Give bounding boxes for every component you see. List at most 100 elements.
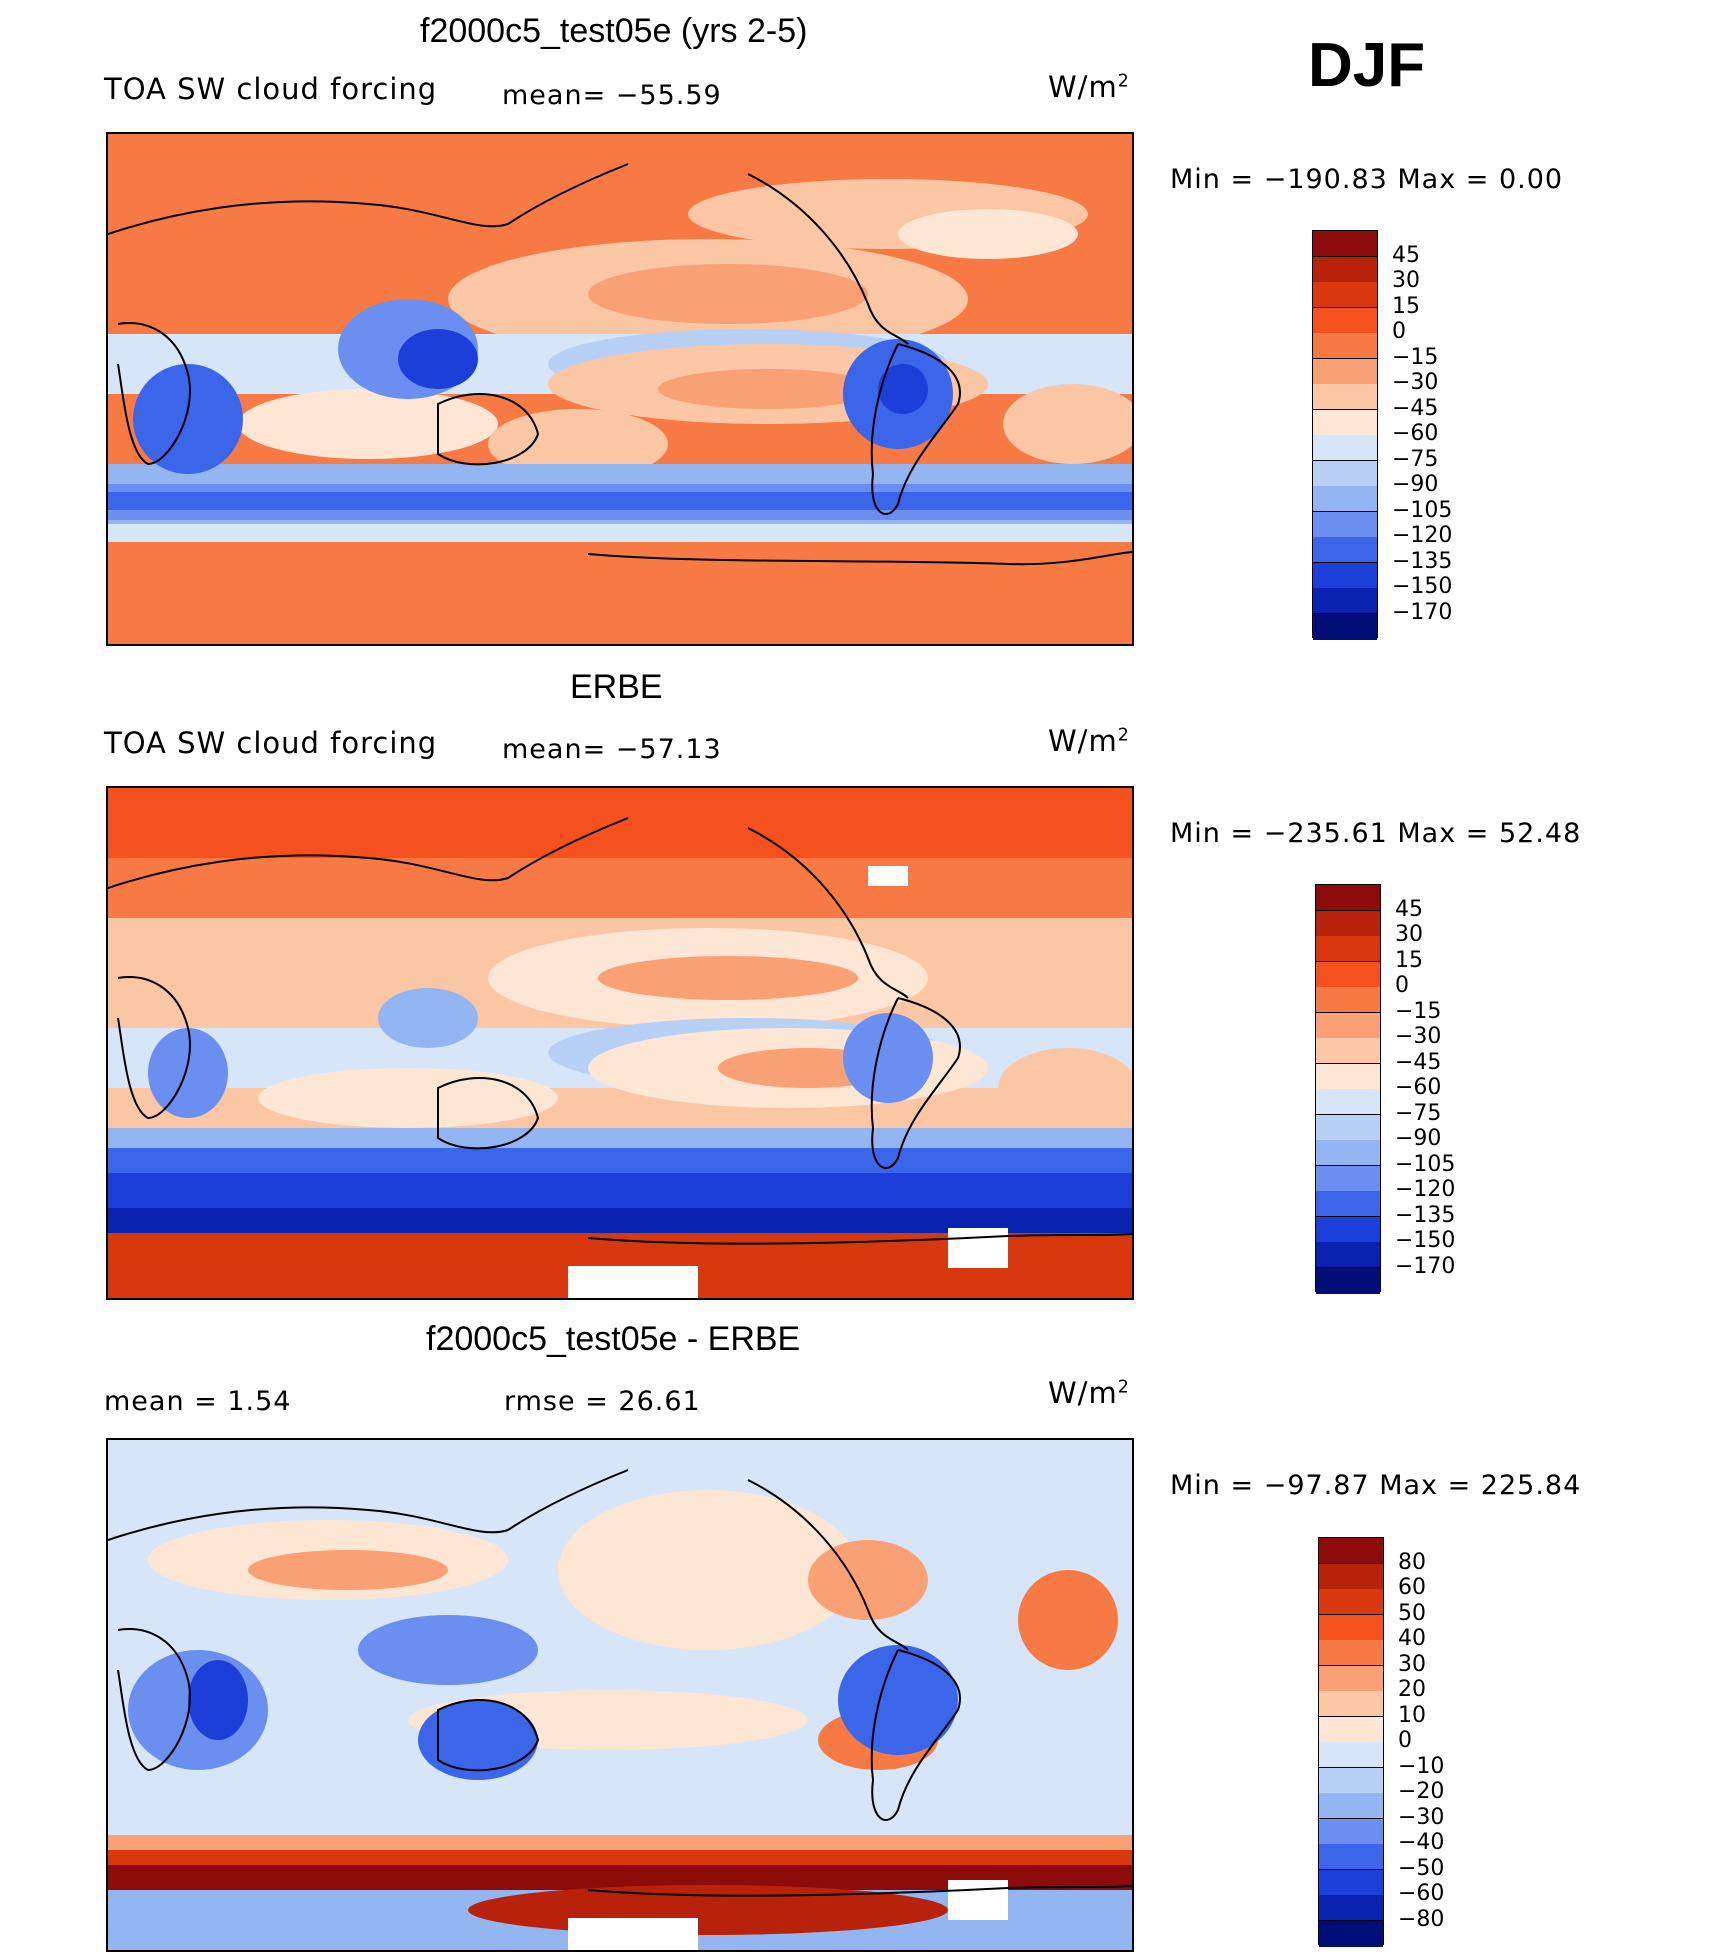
colorbar-segment [1316, 1191, 1380, 1217]
colorbar-segment [1313, 460, 1377, 487]
colorbar-tick-label: −10 [1398, 1753, 1445, 1779]
colorbar-tick-label: −105 [1392, 497, 1453, 523]
colorbar-tick-label: −120 [1392, 523, 1453, 548]
colorbar-segment [1313, 384, 1377, 410]
colorbar-tick-label: 40 [1398, 1626, 1426, 1651]
colorbar-tick-label: −135 [1392, 548, 1453, 574]
colorbar-segment [1319, 1767, 1383, 1794]
colorbar-segment [1316, 1038, 1380, 1064]
colorbar-segment [1313, 409, 1377, 436]
panel-1-colorbar: 45 30 15 0 −15 −30 −45 −60 −75 −90 −105 −120 −135 −15… [1312, 230, 1452, 640]
colorbar-segment [1316, 1114, 1380, 1141]
colorbar-tick-label: 50 [1398, 1600, 1426, 1626]
colorbar-tick-label: −150 [1395, 1228, 1456, 1253]
colorbar-segment [1319, 1538, 1383, 1564]
colorbar-segment [1313, 231, 1377, 257]
colorbar-segment [1319, 1895, 1383, 1921]
colorbar-tick-label: −170 [1392, 599, 1453, 625]
colorbar-tick-label: −90 [1392, 472, 1439, 497]
colorbar-tick-label: −15 [1395, 998, 1442, 1024]
panel-3-colorbar: 80 60 50 40 30 20 10 0 −10 −20 −30 −40 −50 −60 −80 [1318, 1537, 1444, 1947]
panel-2-mean-label: mean= −57.13 [502, 734, 722, 765]
colorbar-tick-label: 0 [1392, 319, 1406, 344]
panel-3-map-field [108, 1440, 1132, 1950]
panel-1-map [106, 132, 1134, 646]
colorbar-tick-label: 15 [1392, 293, 1420, 319]
panel-1-units: W/m2 [1048, 70, 1130, 104]
colorbar-tick-label: −80 [1398, 1906, 1445, 1932]
colorbar-segment [1313, 358, 1377, 385]
colorbar-segment [1316, 1012, 1380, 1039]
colorbar-tick-label: 30 [1398, 1651, 1426, 1677]
colorbar-segment [1316, 910, 1380, 937]
colorbar-tick-label: 0 [1395, 973, 1409, 998]
colorbar-segment [1313, 511, 1377, 538]
colorbar-segment [1319, 1589, 1383, 1615]
colorbar-segment [1316, 1216, 1380, 1243]
panel-2-map [106, 786, 1134, 1300]
colorbar-tick-label: −30 [1398, 1804, 1445, 1830]
colorbar-segment [1313, 486, 1377, 512]
colorbar-segment [1319, 1920, 1383, 1947]
colorbar-box [1312, 230, 1378, 640]
colorbar-tick-label: −60 [1392, 421, 1439, 446]
colorbar-tick-label: 80 [1398, 1549, 1426, 1575]
colorbar-tick-label: −75 [1395, 1100, 1442, 1126]
panel-2-variable-label: TOA SW cloud forcing [104, 726, 438, 760]
colorbar-segment [1316, 1242, 1380, 1268]
colorbar-tick-label: −15 [1392, 344, 1439, 370]
panel-3-minmax: Min = −97.87 Max = 225.84 [1170, 1470, 1582, 1501]
season-label: DJF [1308, 31, 1426, 100]
panel-3-title: f2000c5_test05e - ERBE [426, 1320, 801, 1358]
colorbar-segment [1313, 588, 1377, 614]
colorbar-segment [1316, 1089, 1380, 1115]
colorbar-tick-label: −30 [1395, 1024, 1442, 1049]
colorbar-segment [1313, 282, 1377, 308]
colorbar-segment [1319, 1716, 1383, 1743]
colorbar-segment [1316, 1267, 1380, 1294]
panel-1-map-field [108, 134, 1132, 644]
colorbar-tick-label: 45 [1395, 896, 1423, 922]
panel-3-units: W/m2 [1048, 1376, 1130, 1410]
colorbar-segment [1319, 1793, 1383, 1819]
colorbar-segment [1313, 562, 1377, 589]
colorbar-segment [1319, 1742, 1383, 1768]
panel-1-minmax: Min = −190.83 Max = 0.00 [1170, 164, 1564, 195]
colorbar-tick-label: 10 [1398, 1702, 1426, 1728]
colorbar-segment [1316, 987, 1380, 1013]
colorbar-tick-label: 30 [1395, 922, 1423, 947]
panel-2-colorbar: 45 30 15 0 −15 −30 −45 −60 −75 −90 −105 −120 −135 −15… [1315, 884, 1455, 1294]
colorbar-box [1315, 884, 1381, 1294]
colorbar-tick-label: −90 [1395, 1126, 1442, 1151]
colorbar-segment [1313, 537, 1377, 563]
colorbar-tick-label: −135 [1395, 1202, 1456, 1228]
colorbar-tick-label: −20 [1398, 1779, 1445, 1804]
colorbar-segment [1319, 1869, 1383, 1896]
panel-2-minmax: Min = −235.61 Max = 52.48 [1170, 818, 1582, 849]
colorbar-segment [1319, 1691, 1383, 1717]
colorbar-segment [1313, 435, 1377, 461]
colorbar-segment [1316, 936, 1380, 962]
colorbar-tick-label: 15 [1395, 947, 1423, 973]
colorbar-segment [1313, 333, 1377, 359]
colorbar-tick-label: −75 [1392, 446, 1439, 472]
colorbar-segment [1316, 1063, 1380, 1090]
colorbar-tick-label: −45 [1395, 1049, 1442, 1075]
panel-2-title: ERBE [570, 668, 663, 706]
colorbar-segment [1316, 885, 1380, 911]
panel-3-mean-label: mean = 1.54 [104, 1386, 292, 1417]
colorbar-tick-label: −120 [1395, 1177, 1456, 1202]
colorbar-tick-label: −40 [1398, 1830, 1445, 1855]
colorbar-tick-label: −150 [1392, 574, 1453, 599]
colorbar-segment [1319, 1818, 1383, 1845]
colorbar-segment [1319, 1614, 1383, 1641]
colorbar-tick-label: −105 [1395, 1151, 1456, 1177]
colorbar-segment [1319, 1640, 1383, 1666]
panel-1-mean-label: mean= −55.59 [502, 80, 722, 111]
panel-1-title: f2000c5_test05e (yrs 2-5) [420, 12, 808, 50]
colorbar-segment [1319, 1665, 1383, 1692]
colorbar-tick-label: −50 [1398, 1855, 1445, 1881]
panel-3-rmse-label: rmse = 26.61 [504, 1386, 701, 1417]
panel-3-map [106, 1438, 1134, 1952]
colorbar-segment [1319, 1563, 1383, 1590]
